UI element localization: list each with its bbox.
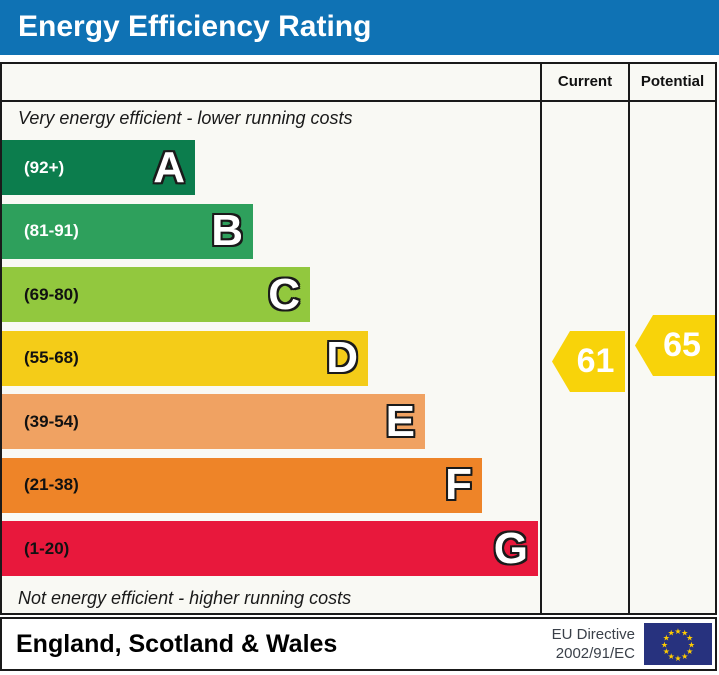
column-divider-potential — [628, 64, 630, 613]
header-potential-cell: Potential — [640, 73, 705, 90]
band-bar: (81-91) B — [2, 203, 253, 259]
column-divider-current — [540, 64, 542, 613]
svg-text:★: ★ — [681, 652, 688, 661]
band-range-label: (92+) — [24, 157, 65, 177]
band-letter: A — [153, 142, 185, 192]
svg-text:★: ★ — [668, 629, 675, 638]
band-bar: (1-20) G — [2, 521, 538, 576]
svg-text:★: ★ — [663, 647, 670, 656]
band-letter: C — [268, 269, 300, 319]
svg-text:★: ★ — [674, 627, 681, 636]
header-divider — [2, 100, 715, 102]
eu-flag-icon: ★ ★ ★ ★ ★ ★ ★ ★ ★ ★ ★ ★ — [644, 623, 712, 665]
svg-text:★: ★ — [688, 640, 695, 649]
potential-rating-arrow: 65 — [635, 315, 715, 376]
band-row: (92+) A — [2, 140, 195, 195]
eu-flag-stars: ★ ★ ★ ★ ★ ★ ★ ★ ★ ★ ★ ★ — [661, 627, 695, 663]
band-range-label: (81-91) — [24, 221, 79, 240]
band-range-label: (1-20) — [24, 538, 70, 558]
band-letter: E — [385, 396, 415, 446]
band-letter: B — [211, 206, 243, 255]
svg-text:★: ★ — [674, 654, 681, 663]
band-bar: (92+) A — [2, 140, 195, 195]
band-range-label: (69-80) — [24, 284, 79, 304]
svg-text:★: ★ — [686, 634, 693, 643]
band-bar: (21-38) F — [2, 457, 482, 513]
band-letter: D — [326, 333, 358, 382]
top-note: Very energy efficient - lower running co… — [18, 108, 353, 128]
band-range-label: (21-38) — [24, 475, 79, 494]
band-letter: F — [445, 460, 472, 509]
eu-directive-label: EU Directive 2002/91/EC — [552, 625, 635, 663]
potential-rating-value: 65 — [663, 326, 701, 364]
band-range-label: (55-68) — [24, 348, 79, 367]
band-row: (81-91) B — [2, 203, 253, 259]
svg-text:★: ★ — [661, 640, 668, 649]
page-title: Energy Efficiency Rating — [0, 0, 719, 55]
band-row: (39-54) E — [2, 394, 425, 449]
band-row: (1-20) G — [2, 521, 538, 576]
eu-directive-line2: 2002/91/EC — [555, 645, 635, 662]
eu-flag-field — [644, 623, 712, 665]
svg-text:★: ★ — [686, 647, 693, 656]
bottom-note: Not energy efficient - higher running co… — [18, 588, 352, 608]
header-current-cell: Current — [557, 73, 613, 90]
band-range-label: (39-54) — [24, 411, 79, 431]
band-row: (55-68) D — [2, 330, 368, 386]
band-letter: G — [493, 523, 528, 573]
band-row: (21-38) F — [2, 457, 482, 513]
band-row: (69-80) C — [2, 267, 310, 322]
band-bar: (39-54) E — [2, 394, 425, 449]
eu-directive-line1: EU Directive — [551, 626, 635, 643]
svg-text:★: ★ — [681, 629, 688, 638]
svg-text:★: ★ — [663, 634, 670, 643]
current-rating-arrow: 61 — [552, 331, 625, 392]
band-bar: (55-68) D — [2, 330, 368, 386]
band-bar: (69-80) C — [2, 267, 310, 322]
footer-region-label: England, Scotland & Wales — [16, 629, 338, 658]
svg-text:★: ★ — [668, 652, 675, 661]
footer: England, Scotland & Wales EU Directive 2… — [0, 617, 717, 671]
current-rating-value: 61 — [576, 342, 615, 380]
